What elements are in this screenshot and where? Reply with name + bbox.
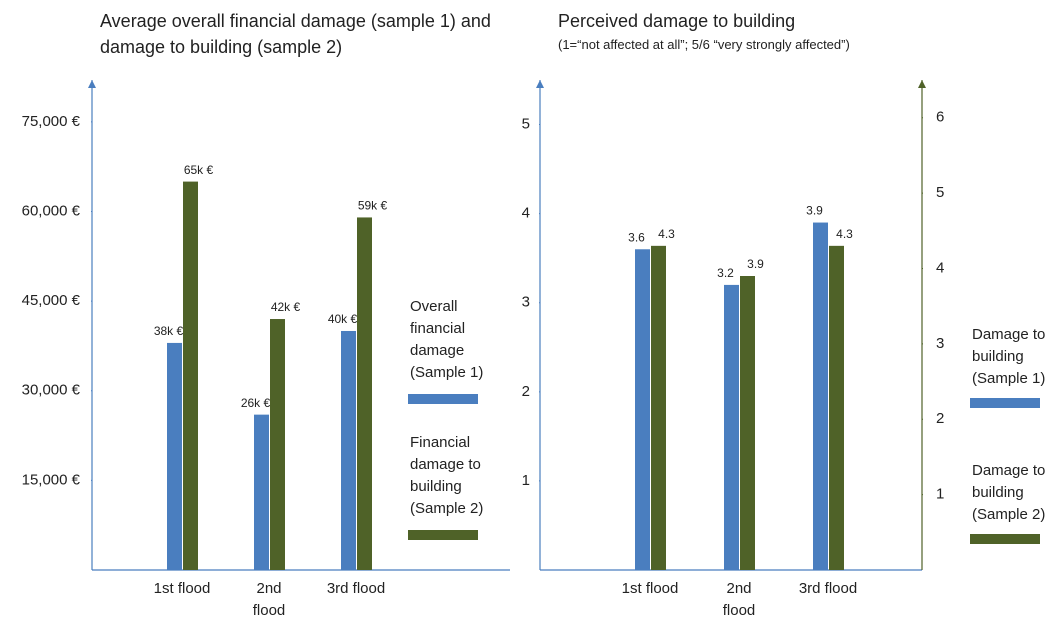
chart-title: Average overall financial damage (sample…: [100, 11, 491, 57]
data-label: 3.9: [806, 204, 823, 218]
x-tick-label: 1st flood: [621, 580, 679, 597]
y-axis-arrow: [88, 80, 96, 88]
legend-label: Damage to building (Sample 1): [972, 326, 1046, 387]
bar: [829, 245, 844, 570]
bar: [270, 319, 285, 570]
y-tick-label: 75,000 €: [22, 113, 81, 130]
y2-axis-arrow: [918, 80, 926, 88]
data-label: 42k €: [271, 300, 301, 314]
y-tick-label: 15,000 €: [22, 471, 81, 488]
data-label: 26k €: [241, 396, 271, 410]
bar: [183, 181, 198, 570]
bar: [651, 245, 666, 570]
y2-tick-label: 4: [936, 259, 944, 276]
data-label: 38k €: [154, 324, 184, 338]
data-label: 4.3: [658, 227, 675, 241]
y2-tick-label: 2: [936, 410, 944, 427]
x-tick-label: 1st flood: [153, 580, 211, 597]
chart-title: Perceived damage to building: [558, 11, 796, 31]
data-label: 65k €: [184, 163, 214, 177]
x-tick-label: 2nd flood: [252, 580, 286, 619]
bar: [724, 284, 739, 570]
x-tick-label: 3rd flood: [798, 580, 858, 597]
chart-subtitle: (1=“not affected at all”; 5/6 “very stro…: [558, 37, 850, 52]
bar: [357, 217, 372, 570]
legend-swatch: [408, 530, 478, 540]
bar: [813, 222, 828, 570]
y-tick-label: 3: [522, 294, 530, 311]
y-tick-label: 45,000 €: [22, 292, 81, 309]
data-label: 3.9: [747, 257, 764, 271]
y-tick-label: 60,000 €: [22, 202, 81, 219]
bar: [254, 414, 269, 570]
data-label: 3.2: [717, 266, 734, 280]
y2-tick-label: 5: [936, 184, 944, 201]
data-label: 59k €: [358, 199, 388, 213]
data-label: 3.6: [628, 230, 645, 244]
y2-tick-label: 6: [936, 109, 944, 126]
bar: [635, 249, 650, 571]
bar: [341, 330, 356, 570]
x-tick-label: 2nd flood: [722, 580, 756, 619]
legend-label: Overall financial damage (Sample 1): [410, 298, 484, 381]
legend-swatch: [970, 398, 1040, 408]
y-axis-arrow: [536, 80, 544, 88]
legend-label: Financial damage to building (Sample 2): [410, 434, 484, 517]
bar: [167, 342, 182, 570]
legend-label: Damage to building (Sample 2): [972, 462, 1046, 523]
bar: [740, 276, 755, 570]
y-tick-label: 30,000 €: [22, 382, 81, 399]
y-tick-label: 5: [522, 116, 530, 133]
y2-tick-label: 3: [936, 335, 944, 352]
y-tick-label: 2: [522, 383, 530, 400]
y-tick-label: 1: [522, 472, 530, 489]
y2-tick-label: 1: [936, 486, 944, 503]
data-label: 4.3: [836, 227, 853, 241]
x-tick-label: 3rd flood: [326, 580, 386, 597]
y-tick-label: 4: [522, 205, 530, 222]
legend-swatch: [970, 534, 1040, 544]
data-label: 40k €: [328, 312, 358, 326]
legend-swatch: [408, 394, 478, 404]
